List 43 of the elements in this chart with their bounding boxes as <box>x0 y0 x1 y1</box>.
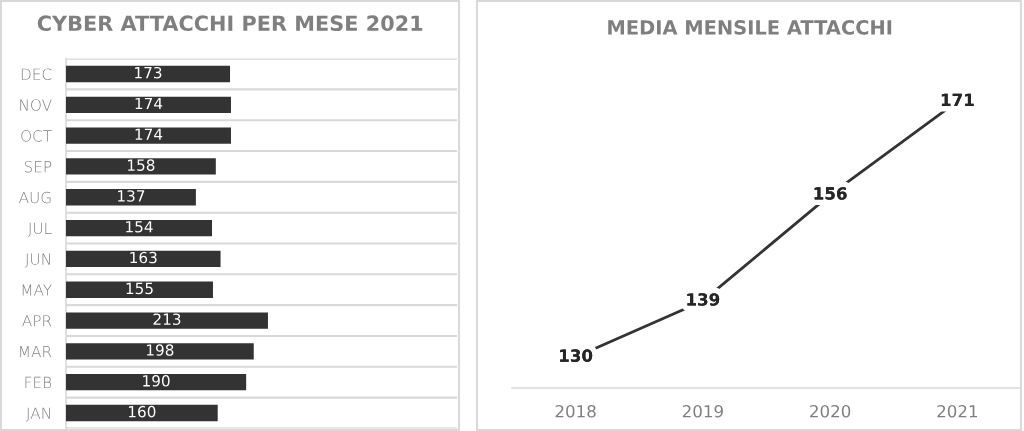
data-label: 130 <box>560 349 593 362</box>
x-tick-label: 2020 <box>810 404 851 418</box>
bar <box>66 189 196 206</box>
x-tick-label: 2019 <box>682 404 723 418</box>
bar <box>66 374 247 391</box>
bar <box>66 65 231 83</box>
x-tick-label: 2021 <box>937 404 978 418</box>
chart-title: CYBER ATTACCHI PER MESE 2021 <box>37 15 423 32</box>
bar <box>66 158 216 175</box>
data-label: 137 <box>118 190 145 202</box>
bar <box>66 343 254 360</box>
bar <box>66 281 213 298</box>
y-tick-label: SEP <box>24 160 52 173</box>
chart-title: MEDIA MENSILE ATTACCHI <box>608 20 892 35</box>
y-tick-label: DEC <box>21 68 52 81</box>
data-label: 163 <box>130 251 157 264</box>
y-tick-label: MAY <box>22 284 52 296</box>
y-tick-label: JUN <box>25 253 50 268</box>
bar <box>66 250 221 268</box>
y-tick-label: NOV <box>20 99 52 111</box>
data-label: 190 <box>143 375 170 387</box>
y-tick-label: JUL <box>27 222 52 237</box>
y-tick-label: AUG <box>19 191 51 204</box>
y-tick-label: OCT <box>21 130 52 142</box>
bar <box>66 312 268 329</box>
y-tick-label: APR <box>22 315 52 327</box>
data-label: 160 <box>128 405 156 418</box>
y-tick-label: MAR <box>20 346 52 358</box>
data-label: 174 <box>135 128 163 140</box>
y-tick-label: JAN <box>26 407 50 422</box>
data-label: 158 <box>128 159 155 171</box>
bar <box>66 127 231 144</box>
data-label: 154 <box>126 221 153 233</box>
x-tick-label: 2018 <box>555 404 596 418</box>
y-tick-label: FEB <box>25 376 52 388</box>
data-label: 198 <box>146 344 174 356</box>
bar <box>66 96 231 113</box>
bar <box>66 219 213 237</box>
data-label: 174 <box>135 97 163 110</box>
data-label: 173 <box>135 66 162 79</box>
data-label: 155 <box>126 282 153 295</box>
bar <box>66 404 218 422</box>
data-label: 213 <box>153 313 181 325</box>
